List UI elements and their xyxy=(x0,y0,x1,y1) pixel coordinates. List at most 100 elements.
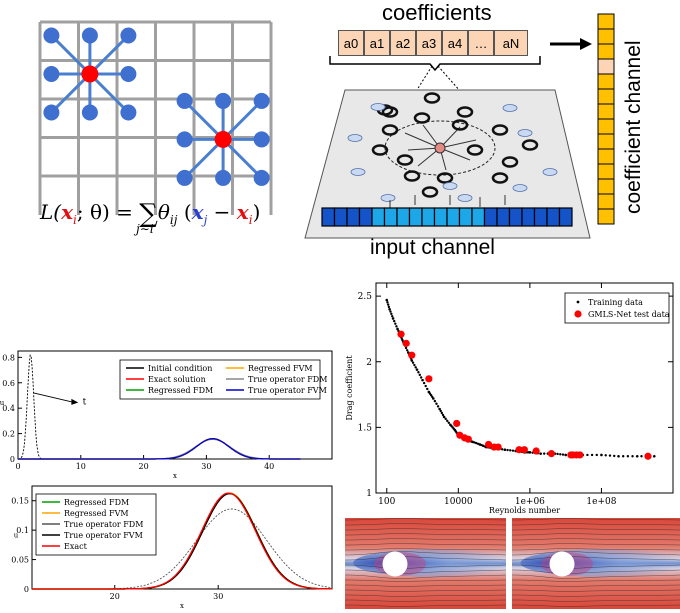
neighbor-node xyxy=(81,104,98,121)
training-point xyxy=(586,453,589,457)
training-point xyxy=(539,452,542,455)
training-point xyxy=(405,349,409,352)
stencil-edge xyxy=(88,34,130,76)
x-axis-label: Reynolds number xyxy=(489,506,560,515)
y-tick-label: 0 xyxy=(24,585,29,594)
training-point xyxy=(590,453,594,457)
neighborhood-edge xyxy=(404,132,441,149)
training-point xyxy=(640,455,643,458)
training-point xyxy=(631,455,634,458)
input-channel-cell xyxy=(533,207,548,227)
input-point xyxy=(517,129,533,137)
point-ring xyxy=(371,144,389,156)
training-point xyxy=(394,322,397,325)
input-channel-cell xyxy=(333,207,348,227)
legend-label: Training data xyxy=(588,298,643,307)
training-point xyxy=(439,409,442,413)
input-channel-cell xyxy=(346,207,361,227)
streamline xyxy=(344,604,507,607)
coefficient-label: … xyxy=(474,35,488,51)
coefficient-channel-cell xyxy=(597,88,615,105)
x-axis-label: x xyxy=(180,602,184,609)
coefficient-channel-cell xyxy=(597,73,615,90)
training-point xyxy=(410,359,414,362)
streamline xyxy=(344,551,507,556)
y-tick-label: 2 xyxy=(366,358,372,368)
streamline xyxy=(344,564,507,569)
test-point xyxy=(494,443,502,451)
coefficient-channel-cell xyxy=(597,163,615,180)
training-point xyxy=(600,453,603,457)
coefficient-label: a4 xyxy=(447,35,463,51)
input-channel-cell xyxy=(371,207,386,227)
point-ring xyxy=(396,154,414,166)
neighbor-node xyxy=(120,27,137,44)
training-point xyxy=(621,455,625,458)
streamline xyxy=(344,538,507,541)
formula-xj: x xyxy=(191,200,204,224)
training-point xyxy=(447,421,451,424)
coefficient-cell: a3 xyxy=(416,30,442,56)
training-point xyxy=(436,405,440,408)
streamline xyxy=(511,599,680,602)
input-channel-cell xyxy=(471,207,486,227)
coefficient-channel-cell xyxy=(597,58,615,75)
time-annotation: t xyxy=(83,397,87,407)
input-point xyxy=(370,103,386,111)
training-point xyxy=(418,373,421,377)
cylinder xyxy=(549,551,575,577)
coefficient-label: a2 xyxy=(395,35,411,51)
coefficient-cell: a1 xyxy=(364,30,390,56)
formula-mid: ; θ) = xyxy=(76,200,140,224)
training-point xyxy=(424,384,427,388)
training-point xyxy=(613,454,616,458)
training-point xyxy=(433,399,437,403)
stencil-edge xyxy=(222,138,263,179)
y-tick-label: 0 xyxy=(10,455,15,464)
input-point xyxy=(512,184,528,192)
legend-swatch xyxy=(574,310,582,318)
plot-frame xyxy=(375,282,674,494)
streamline xyxy=(511,556,680,561)
formula-theta-index: ij xyxy=(169,213,178,227)
test-point xyxy=(402,339,410,347)
training-point xyxy=(417,371,420,374)
neighbor-node xyxy=(176,131,193,148)
test-point xyxy=(425,375,433,383)
streamline xyxy=(511,574,680,579)
input-channel-cell xyxy=(408,207,423,227)
training-point xyxy=(528,451,532,454)
test-point xyxy=(515,446,523,454)
y-tick-label: 1 xyxy=(366,489,372,499)
training-point xyxy=(432,397,435,400)
streamline xyxy=(511,569,680,574)
gmls-diagram xyxy=(304,13,615,239)
series-line xyxy=(18,438,301,460)
series-line xyxy=(18,438,301,460)
point-ring xyxy=(456,106,474,118)
training-point xyxy=(503,448,507,451)
input-channel-cell xyxy=(458,207,473,227)
input-channel-cell xyxy=(383,207,398,227)
input-channel-cell xyxy=(421,207,436,227)
streamline xyxy=(511,579,680,582)
training-point xyxy=(561,453,565,456)
x-tick-label: 0 xyxy=(15,462,20,471)
drag-chart: 1 1.5 2 2.5 100 10000 1e+06 1e+08 Reynolds numbe… xyxy=(345,282,674,515)
legend-label: True operator FDM xyxy=(64,520,143,529)
x-axis-label: x xyxy=(173,472,177,480)
x-tick-label: 10 xyxy=(76,462,86,471)
training-point xyxy=(419,376,423,379)
test-point xyxy=(547,450,556,458)
plot-frame xyxy=(17,350,333,460)
point-ring xyxy=(501,156,519,168)
coefficient-cell: a2 xyxy=(390,30,416,56)
streamline xyxy=(344,569,507,574)
input-channel-cell xyxy=(496,207,511,227)
training-point xyxy=(442,415,446,419)
legend-label: True operator FDM xyxy=(248,375,327,384)
test-point xyxy=(520,446,528,454)
series-line xyxy=(18,438,301,460)
neighbor-node xyxy=(43,104,60,121)
y-tick-label: 0.1 xyxy=(16,526,29,535)
